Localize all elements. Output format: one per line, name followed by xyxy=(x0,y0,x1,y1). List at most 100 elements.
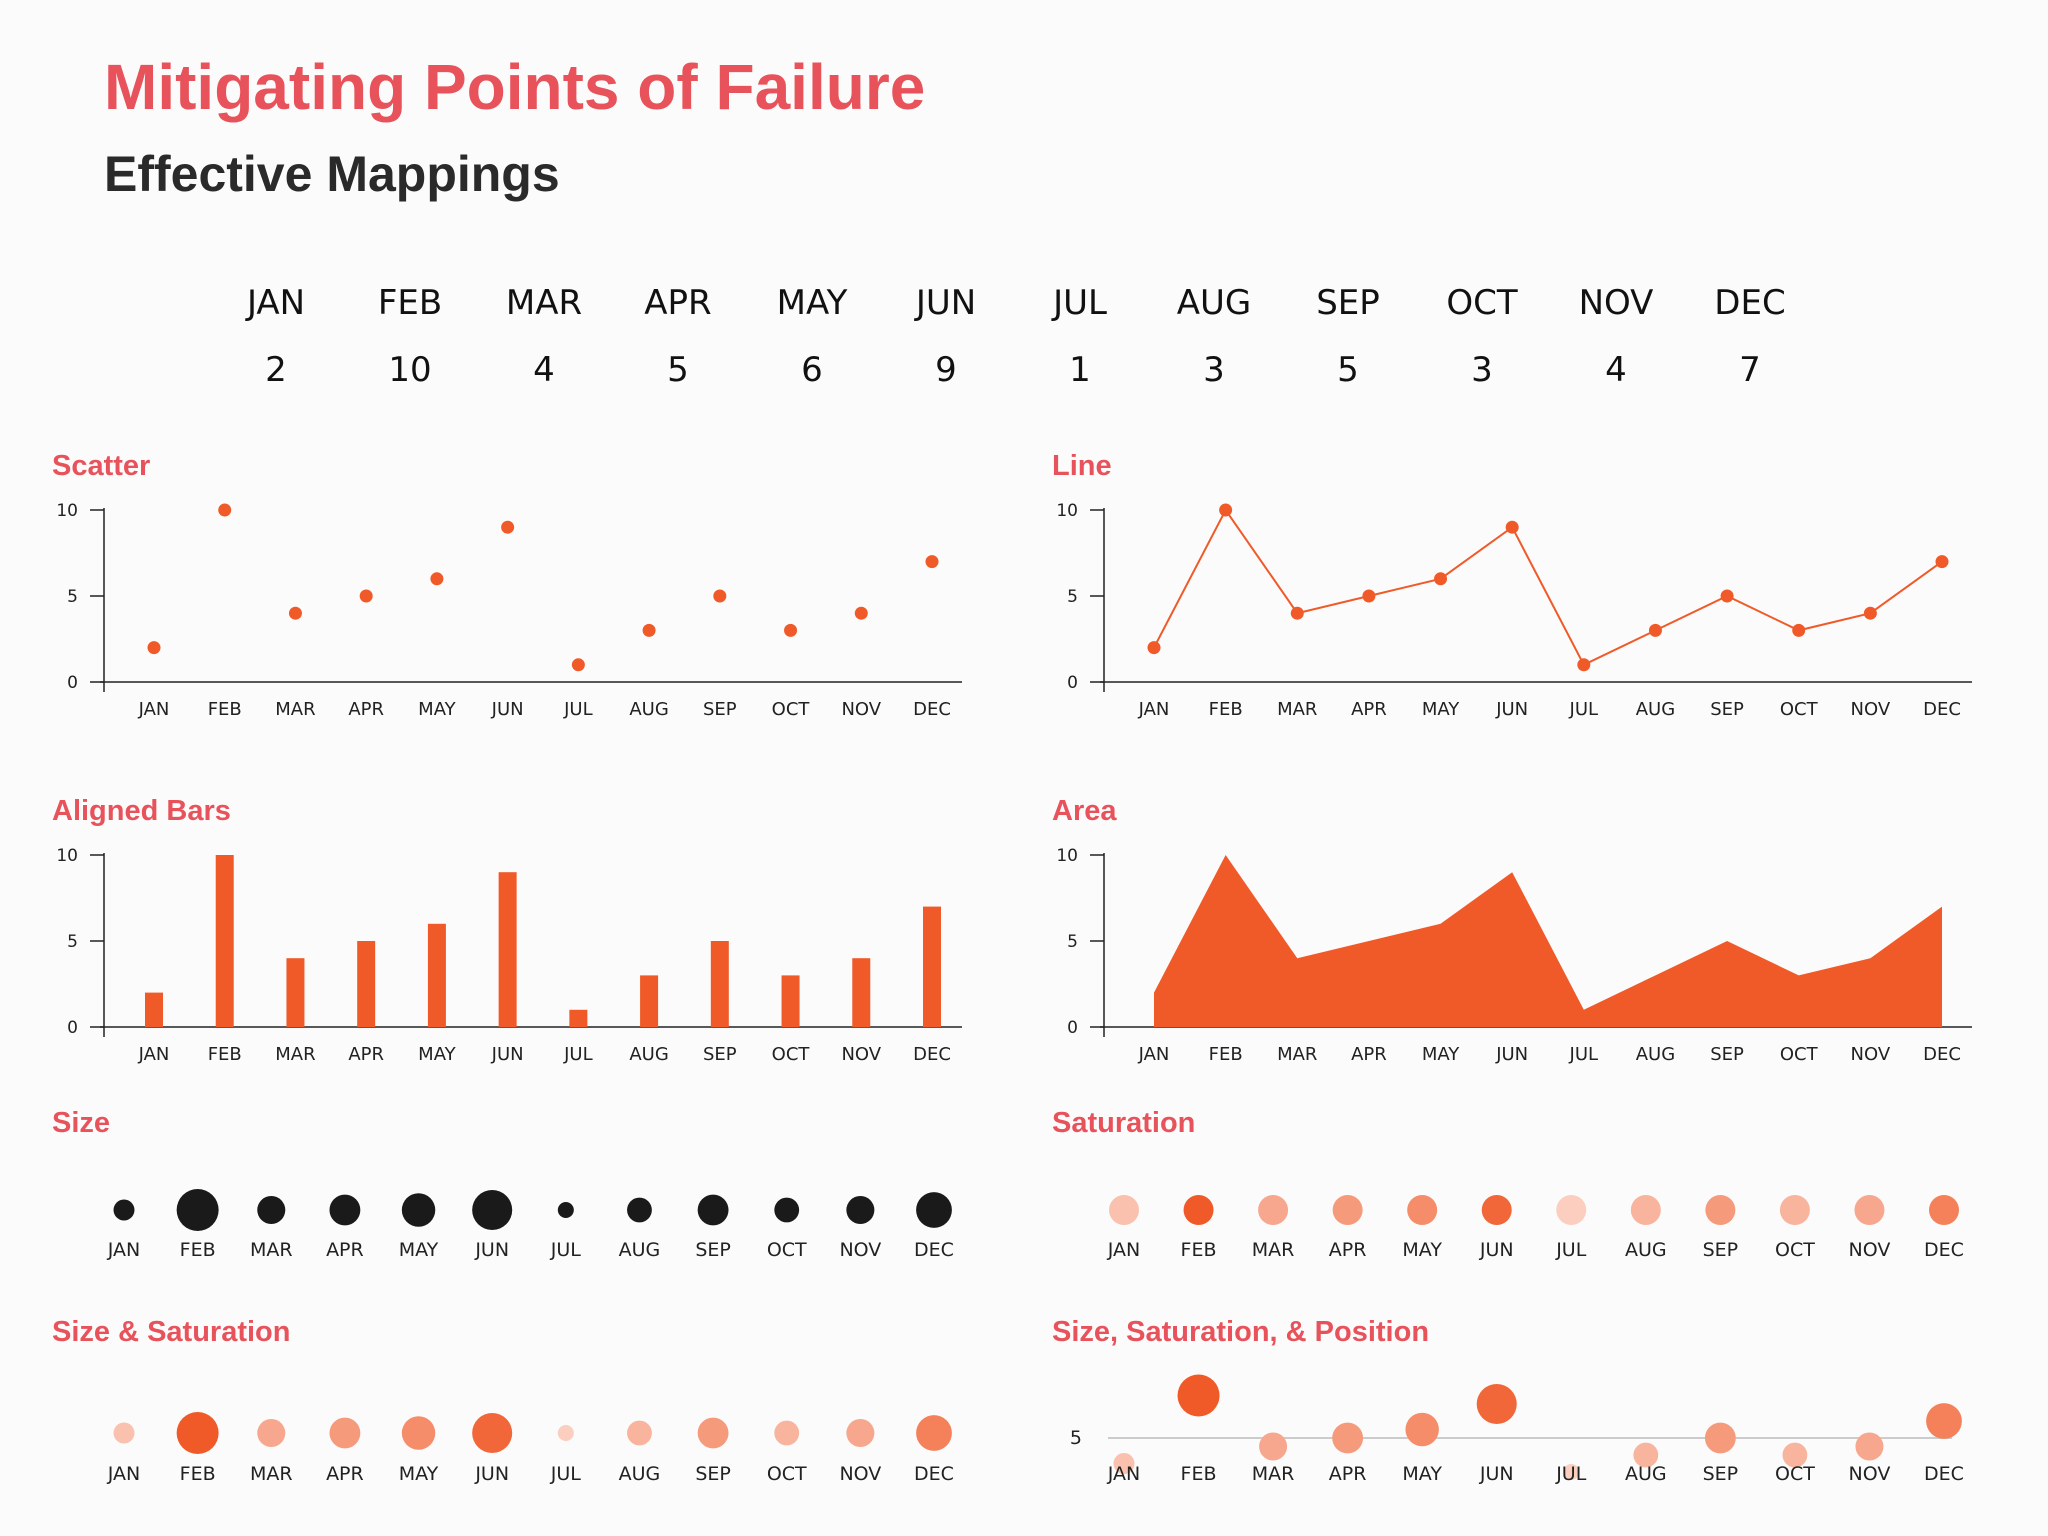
data-point xyxy=(642,623,656,637)
x-tick-label: JUL xyxy=(1569,699,1599,720)
x-tick-label: SEP xyxy=(1703,1463,1739,1485)
x-tick-label: MAR xyxy=(250,1463,293,1485)
data-point xyxy=(1577,658,1591,672)
x-tick-label: FEB xyxy=(1209,699,1243,720)
y-tick-label: 0 xyxy=(1067,1018,1078,1038)
x-tick-label: JUL xyxy=(550,1463,582,1485)
table-month-label: APR xyxy=(644,283,712,323)
data-dot xyxy=(1926,1403,1962,1439)
x-tick-label: FEB xyxy=(180,1463,216,1485)
x-tick-label: MAR xyxy=(250,1239,293,1261)
area-fill xyxy=(1154,855,1942,1027)
x-tick-label: JUL xyxy=(563,1044,593,1065)
x-tick-label: JUN xyxy=(1479,1239,1514,1261)
y-tick-label: 10 xyxy=(56,501,78,521)
x-tick-label: JAN xyxy=(1107,1463,1140,1485)
data-dot xyxy=(1854,1195,1885,1225)
x-tick-label: SEP xyxy=(1710,699,1744,720)
saturation-panel: Saturation JAN FEB MAR APR MAY JUN JUL AUG SEP OC… xyxy=(1052,1107,2002,1272)
x-tick-label: FEB xyxy=(1209,1044,1243,1065)
data-point xyxy=(925,555,939,569)
x-tick-label: DEC xyxy=(1923,699,1961,720)
data-dot xyxy=(1177,1374,1220,1417)
bar xyxy=(710,941,729,1027)
data-point xyxy=(430,572,444,586)
data-point xyxy=(1505,520,1519,534)
bars-panel: Aligned Bars 0 5 10 JAN FEB MAR APR MAY JUN JUL AU… xyxy=(52,795,992,1085)
y-tick-label: 5 xyxy=(1067,932,1078,952)
page-title: Mitigating Points of Failure xyxy=(104,51,926,123)
panel-title: Size & Saturation xyxy=(52,1316,291,1348)
table-month-label: SEP xyxy=(1316,283,1380,323)
table-value-cell: 3 xyxy=(1203,350,1225,390)
data-dot xyxy=(472,1189,513,1231)
x-tick-label: MAY xyxy=(418,1044,456,1065)
y-tick-label: 10 xyxy=(56,846,78,866)
data-dot xyxy=(1929,1195,1959,1225)
x-tick-label: FEB xyxy=(208,699,242,720)
data-point xyxy=(1219,503,1233,517)
data-dot xyxy=(846,1418,875,1448)
bar xyxy=(923,906,941,1027)
data-dot xyxy=(401,1193,436,1227)
bar xyxy=(286,958,305,1027)
x-tick-label: JUL xyxy=(1569,1044,1599,1065)
x-tick-label: JUL xyxy=(550,1239,582,1261)
x-tick-label: FEB xyxy=(1181,1239,1217,1261)
data-dot xyxy=(1782,1442,1808,1468)
x-tick-label: FEB xyxy=(208,1044,242,1065)
bar-chart: 0 5 10 JAN FEB MAR APR MAY JUN JUL AUG SEP OCT NOV DEC xyxy=(56,846,962,1065)
data-point xyxy=(1290,606,1304,620)
table-value-cell: 5 xyxy=(1337,350,1359,390)
x-tick-label: JUN xyxy=(474,1239,509,1261)
table-month-label: AUG xyxy=(1176,283,1252,323)
bar xyxy=(852,958,871,1027)
table-value-cell: 4 xyxy=(1605,350,1627,390)
data-point xyxy=(147,641,161,655)
x-tick-label: APR xyxy=(1329,1239,1367,1261)
table-month-label: JUL xyxy=(1053,283,1107,323)
x-tick-label: JUN xyxy=(491,1044,524,1065)
data-point xyxy=(713,589,727,603)
table-value-cell: 5 xyxy=(667,350,689,390)
data-dot xyxy=(697,1194,729,1226)
size-saturation-position-panel: Size, Saturation, & Position 5 JAN FEB MAR A… xyxy=(1052,1316,2002,1496)
data-point xyxy=(359,589,373,603)
x-tick-label: NOV xyxy=(1851,699,1891,720)
data-dot xyxy=(627,1420,652,1446)
x-tick-label: JAN xyxy=(107,1463,140,1485)
data-dot xyxy=(1633,1442,1659,1468)
data-dot xyxy=(627,1197,652,1223)
x-tick-label: MAR xyxy=(275,699,315,720)
x-tick-label: JAN xyxy=(138,1044,170,1065)
data-dot xyxy=(1556,1195,1587,1225)
x-tick-label: AUG xyxy=(1636,1044,1675,1065)
x-tick-label: APR xyxy=(1351,699,1387,720)
bar xyxy=(569,1009,588,1027)
data-dot xyxy=(329,1417,361,1449)
table-month-label: OCT xyxy=(1446,283,1518,323)
x-tick-label: JAN xyxy=(1107,1239,1140,1261)
data-dot xyxy=(1109,1195,1139,1225)
x-tick-label: JAN xyxy=(107,1239,140,1261)
table-value-cell: 3 xyxy=(1471,350,1493,390)
line-chart: 0 5 10 JAN FEB MAR APR MAY JUN JUL AUG SEP OCT NOV DEC xyxy=(1056,501,1972,720)
data-dot xyxy=(1705,1195,1736,1225)
y-tick-label: 0 xyxy=(67,673,78,693)
bar xyxy=(781,975,800,1027)
x-tick-label: MAR xyxy=(275,1044,315,1065)
panel-title: Line xyxy=(1052,450,1112,482)
size-chart: JAN FEB MAR APR MAY JUN JUL AUG SEP OCT NOV DEC xyxy=(107,1189,954,1261)
data-dot xyxy=(176,1412,219,1454)
x-tick-label: FEB xyxy=(180,1239,216,1261)
data-point xyxy=(1147,641,1161,655)
data-point xyxy=(1720,589,1734,603)
x-tick-label: OCT xyxy=(1775,1463,1815,1485)
table-month-label: FEB xyxy=(377,283,443,323)
x-tick-label: MAR xyxy=(1277,1044,1317,1065)
data-dot xyxy=(1476,1383,1517,1425)
panel-title: Aligned Bars xyxy=(52,795,231,827)
x-tick-label: SEP xyxy=(695,1239,731,1261)
x-tick-label: JAN xyxy=(1138,1044,1170,1065)
x-tick-label: OCT xyxy=(767,1239,807,1261)
